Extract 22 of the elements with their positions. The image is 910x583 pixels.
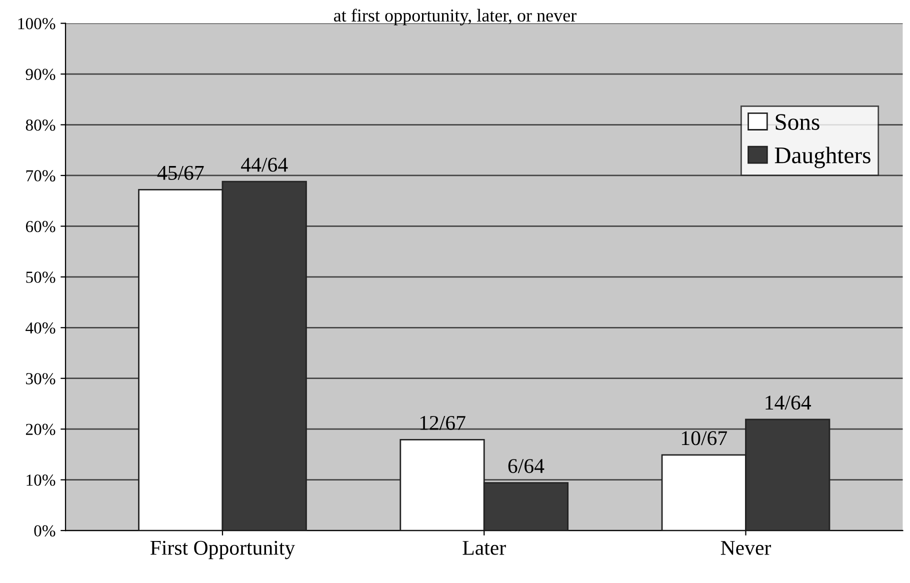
data-label: 14/64 (766, 396, 812, 410)
y-tick-label: 10% (26, 474, 56, 486)
x-tick-label: First Opportunity (150, 540, 296, 560)
y-tick-label: 50% (26, 272, 56, 283)
data-label: 10/67 (682, 431, 728, 446)
y-tick-label: 0% (34, 525, 56, 537)
y-tick-label: 60% (26, 220, 56, 232)
y-tick-label: 40% (26, 322, 56, 334)
data-label: 6/64 (508, 459, 544, 474)
y-tick-label: 90% (26, 68, 56, 80)
x-tick-label: Never (720, 541, 772, 555)
y-tick-label: 100% (18, 18, 56, 30)
data-label: 44/64 (241, 158, 288, 172)
legend-label: Daughters (774, 146, 870, 168)
x-tick-label: Later (462, 541, 506, 555)
y-tick-label: 80% (26, 119, 56, 131)
y-tick-label: 20% (26, 424, 56, 436)
legend-label: Sons (776, 114, 820, 130)
data-label: 12/67 (420, 416, 466, 430)
chart-title: at first opportunity, later, or never (334, 8, 576, 26)
y-tick-label: 30% (26, 373, 56, 384)
y-tick-label: 70% (26, 170, 56, 182)
